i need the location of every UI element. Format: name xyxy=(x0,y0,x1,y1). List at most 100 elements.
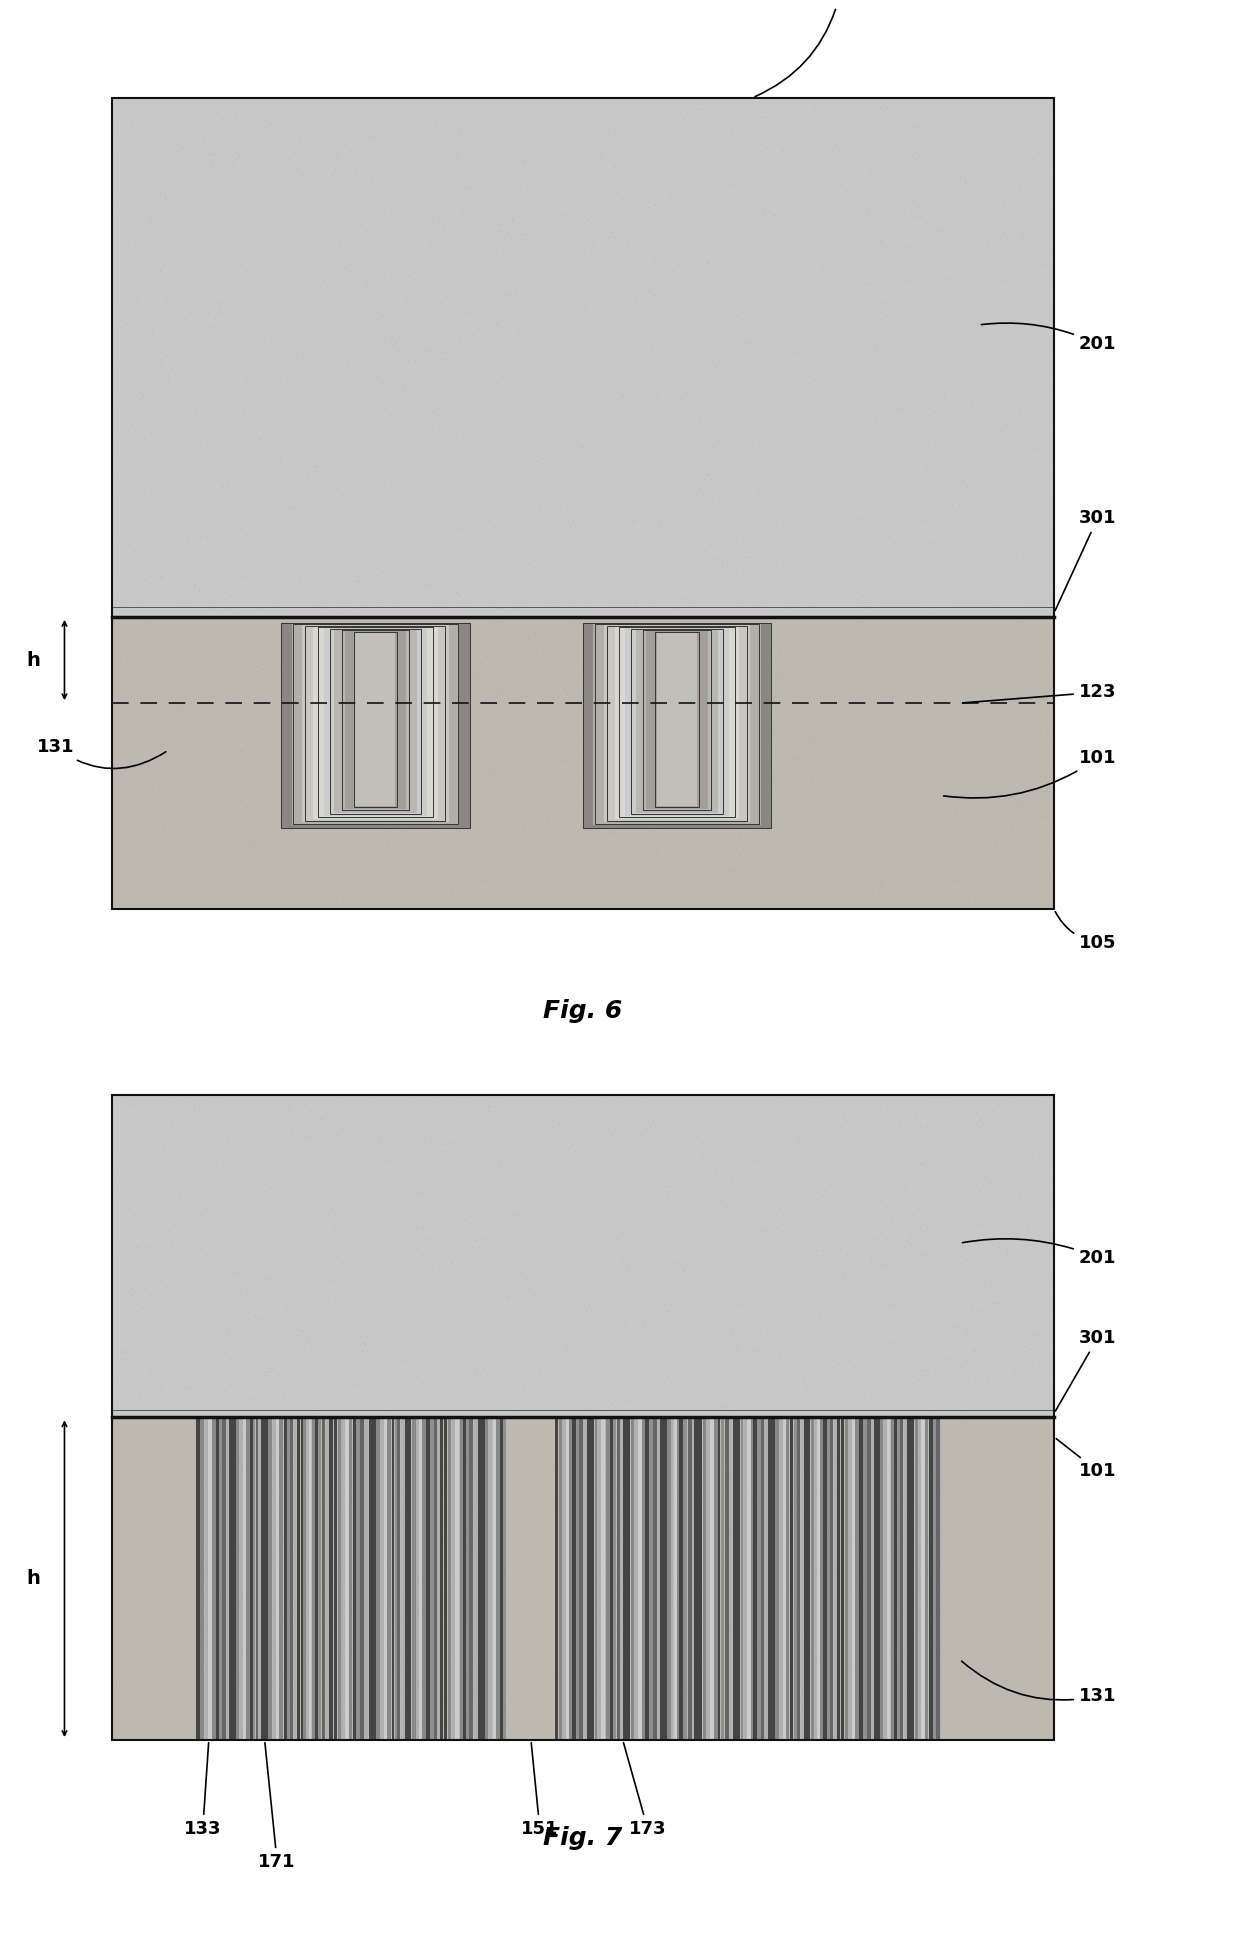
Point xyxy=(1023,108,1043,139)
Point xyxy=(335,409,355,440)
Point xyxy=(619,252,639,283)
Point xyxy=(823,1478,843,1509)
Point xyxy=(393,326,413,358)
Point xyxy=(175,827,195,858)
Point xyxy=(544,1226,564,1257)
Point xyxy=(185,848,205,880)
Point xyxy=(972,426,992,457)
Point xyxy=(216,1595,236,1627)
Point xyxy=(552,1552,572,1584)
Point xyxy=(818,1498,838,1529)
Point xyxy=(294,753,314,784)
Point xyxy=(213,1245,233,1277)
Point xyxy=(574,1384,594,1415)
Point xyxy=(402,817,422,848)
Point xyxy=(554,735,574,766)
Point xyxy=(479,755,498,786)
Point xyxy=(567,665,587,696)
Point xyxy=(585,197,605,229)
Point xyxy=(236,1181,255,1212)
Point xyxy=(774,321,794,352)
Point xyxy=(851,413,870,444)
Point xyxy=(720,739,740,770)
Point xyxy=(336,1361,356,1392)
Point xyxy=(1042,1570,1061,1601)
Point xyxy=(764,708,784,739)
Point xyxy=(985,829,1004,860)
Point xyxy=(801,1146,821,1177)
Point xyxy=(719,1177,739,1208)
Point xyxy=(702,608,722,639)
Point xyxy=(897,1560,916,1591)
Point xyxy=(787,1122,807,1153)
Point xyxy=(660,1341,680,1372)
Point xyxy=(496,149,516,180)
Point xyxy=(866,1312,885,1343)
Point xyxy=(686,886,706,917)
Point xyxy=(879,757,899,788)
Point xyxy=(939,340,959,371)
Point xyxy=(159,1120,179,1151)
Point xyxy=(413,1392,433,1423)
Point xyxy=(677,217,697,248)
Point xyxy=(878,1388,898,1419)
Point xyxy=(615,282,635,313)
Point xyxy=(304,1701,324,1732)
Point xyxy=(367,1218,387,1249)
Point xyxy=(837,622,857,653)
Point xyxy=(494,606,513,637)
Point xyxy=(436,1249,456,1281)
Point xyxy=(868,553,888,585)
Point xyxy=(474,98,494,129)
Point xyxy=(144,127,164,158)
Point xyxy=(848,502,868,534)
Point xyxy=(758,557,777,588)
Point xyxy=(578,1595,598,1627)
Point xyxy=(360,1261,379,1292)
Point xyxy=(222,723,242,755)
Point xyxy=(649,1427,668,1458)
Point xyxy=(384,719,404,751)
Point xyxy=(337,1388,357,1419)
Point xyxy=(899,686,919,717)
Point xyxy=(800,727,820,759)
Point xyxy=(764,673,784,704)
Point xyxy=(525,1245,544,1277)
Point xyxy=(950,1390,970,1421)
Point xyxy=(572,716,591,747)
Point xyxy=(750,772,770,804)
Point xyxy=(325,796,345,827)
Point xyxy=(489,565,508,596)
Point xyxy=(838,1116,858,1148)
Point xyxy=(433,833,453,864)
Point xyxy=(901,1327,921,1359)
Point xyxy=(341,1167,361,1198)
Point xyxy=(299,643,319,674)
Point xyxy=(746,872,766,903)
Point xyxy=(993,151,1013,182)
Point xyxy=(193,127,213,158)
Point xyxy=(295,1496,315,1527)
Point xyxy=(905,833,925,864)
Point xyxy=(827,755,847,786)
Point xyxy=(394,551,414,583)
Point xyxy=(982,1421,1002,1453)
Point xyxy=(185,168,205,199)
Point xyxy=(620,1357,640,1388)
Point xyxy=(542,1525,562,1556)
Point xyxy=(614,1241,634,1273)
Point xyxy=(945,1151,965,1183)
Point xyxy=(565,559,585,590)
Point xyxy=(288,1662,308,1693)
Point xyxy=(224,592,244,624)
Point xyxy=(422,1496,441,1527)
Point xyxy=(761,1159,781,1191)
Point xyxy=(573,874,593,905)
Point xyxy=(126,829,146,860)
Point xyxy=(880,96,900,127)
Point xyxy=(868,1537,888,1568)
Point xyxy=(808,1632,828,1664)
Point xyxy=(609,305,629,336)
Point xyxy=(947,1146,967,1177)
Point xyxy=(255,1128,275,1159)
